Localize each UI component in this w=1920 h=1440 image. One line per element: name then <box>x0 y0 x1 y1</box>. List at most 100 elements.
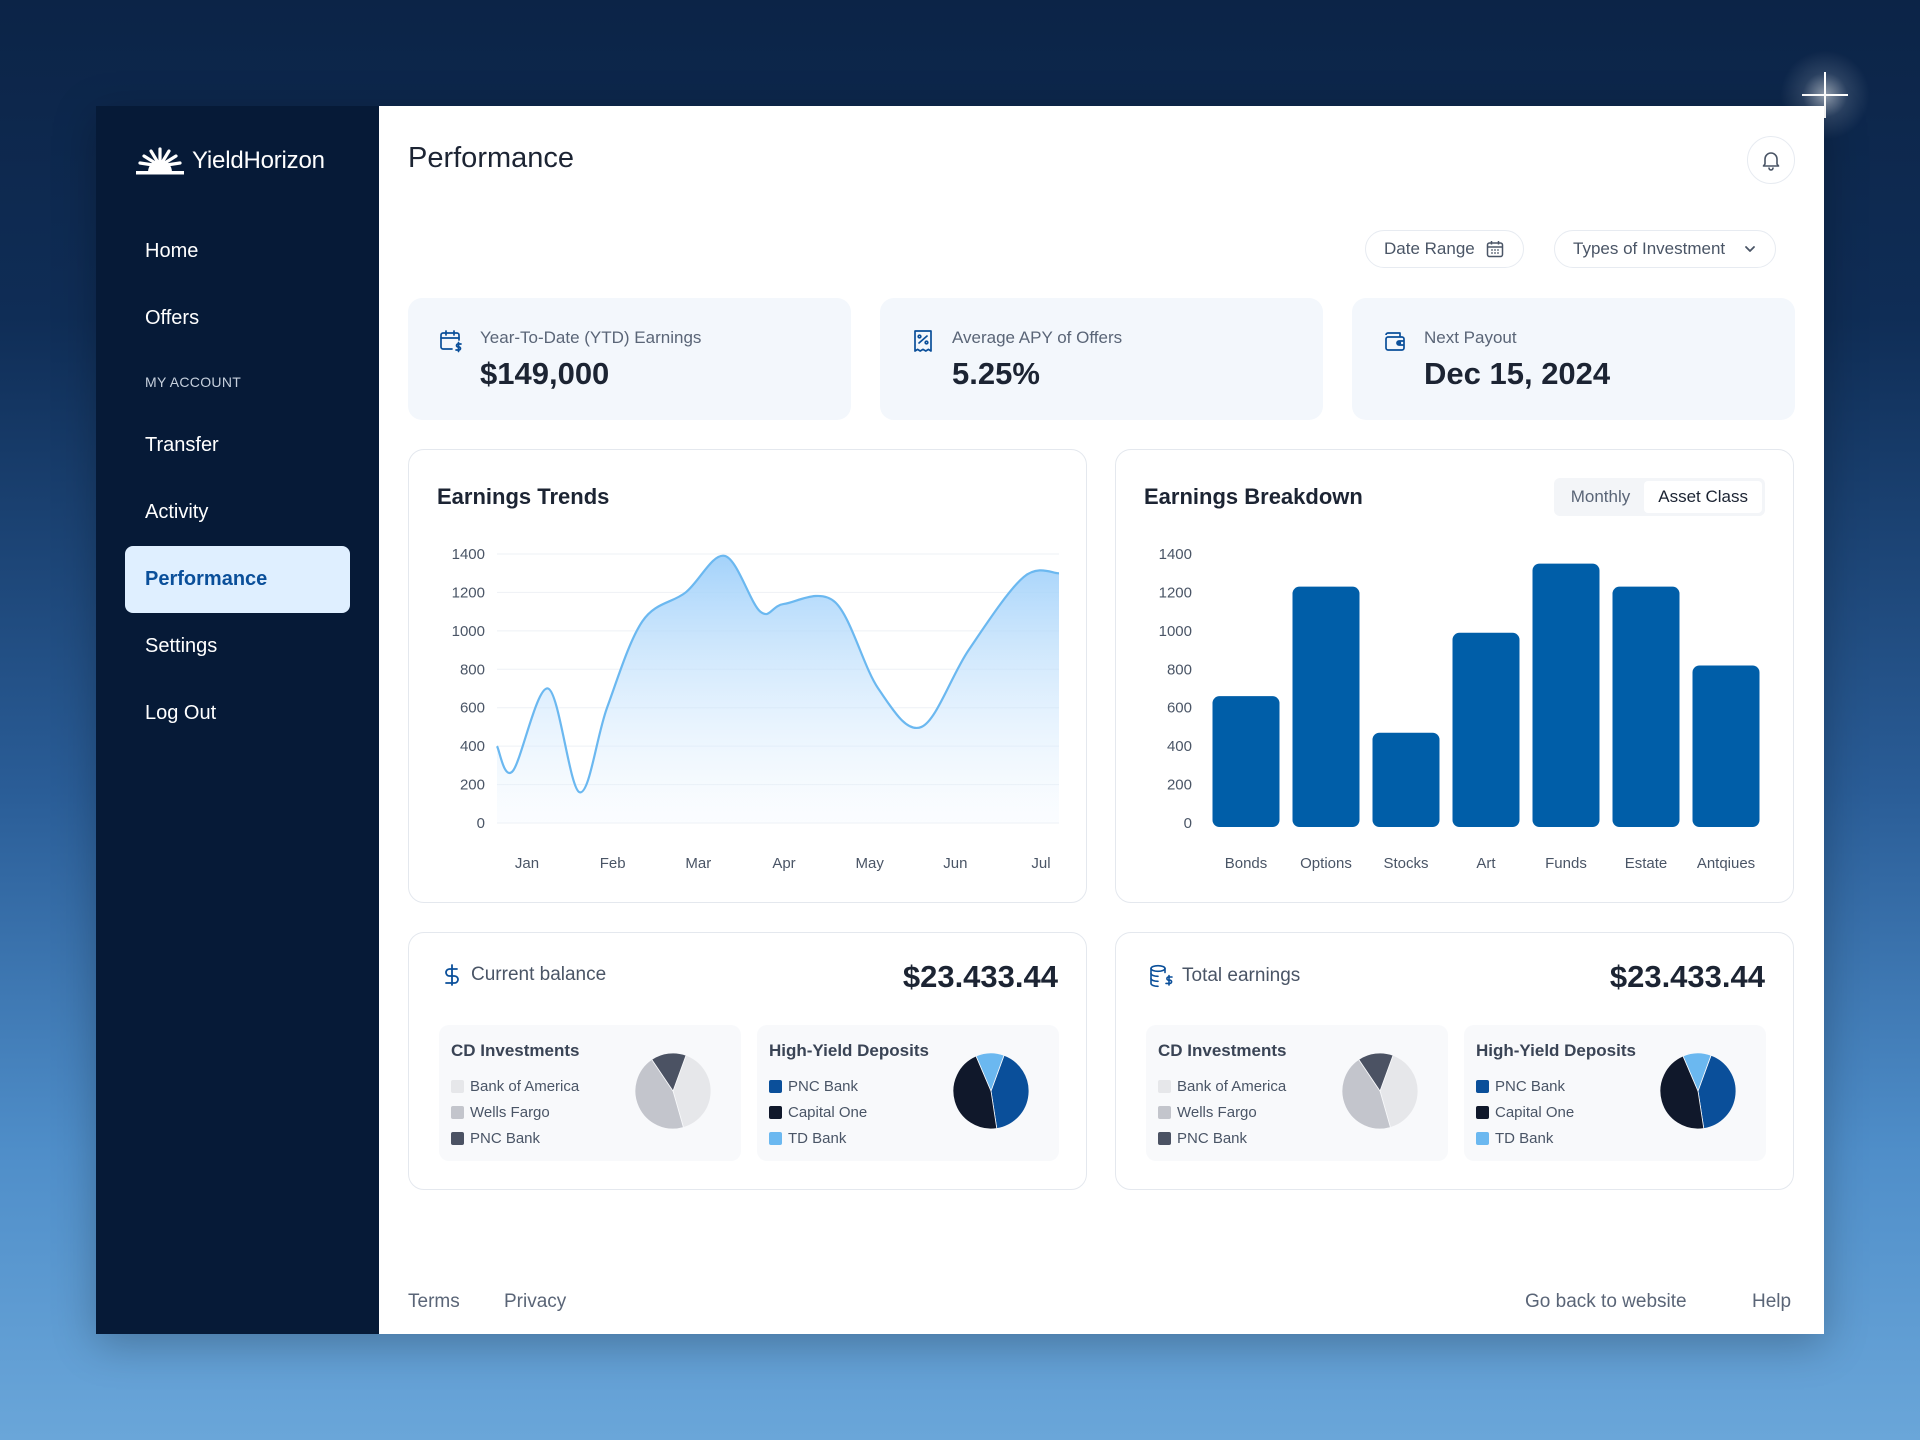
legend-swatch <box>451 1105 464 1119</box>
legend-item: Capital One <box>1476 1099 1574 1125</box>
x-tick-label: Jun <box>943 855 967 872</box>
nav-activity[interactable]: Activity <box>145 501 209 523</box>
legend-swatch <box>1476 1105 1489 1119</box>
y-tick-label: 400 <box>460 738 485 755</box>
toggle-monthly[interactable]: Monthly <box>1570 487 1631 506</box>
legend-item: Wells Fargo <box>1158 1099 1286 1125</box>
date-range-filter[interactable]: Date Range <box>1365 230 1524 268</box>
receipt-percent-icon <box>914 330 932 352</box>
legend-swatch <box>1158 1079 1171 1093</box>
earnings-breakdown-chart: 0 200 400 600 800 1000 1200 1400 Bonds Options Sto… <box>1159 546 1760 872</box>
legend-item: Bank of America <box>1158 1073 1286 1099</box>
app-window: YieldHorizon Home Offers MY ACCOUNT Tran… <box>96 106 1824 1334</box>
legend-label: PNC Bank <box>1495 1077 1566 1095</box>
legend-item: PNC Bank <box>451 1125 579 1151</box>
legend-swatch <box>769 1105 782 1119</box>
pie-slice-wells-fargo <box>634 1058 684 1130</box>
earnings-trends-panel: Earnings Trends 0 200 400 600 800 1000 1200 140… <box>408 449 1087 903</box>
balance-label: Current balance <box>471 964 607 985</box>
y-tick-label: 800 <box>460 661 485 678</box>
footer-terms-link[interactable]: Terms <box>408 1291 460 1312</box>
earnings-breakdown-panel: Earnings Breakdown Monthly Asset Class 0… <box>1115 449 1794 903</box>
balance-amount: $23.433.44 <box>902 959 1058 994</box>
y-tick-label: 800 <box>1167 661 1192 678</box>
hy-pie-chart <box>1659 1052 1737 1130</box>
main-content: Performance Date Range Types of Investme… <box>379 106 1824 1334</box>
mini-title: CD Investments <box>1158 1041 1287 1060</box>
pie-slice-pnc-bank <box>1697 1054 1737 1130</box>
y-tick-label: 0 <box>477 815 485 832</box>
total-earnings-panel: Total earnings $23.433.44 CD Investments… <box>1115 932 1794 1190</box>
bar-stocks <box>1372 732 1440 827</box>
pie-slice-td-bank <box>975 1052 1005 1093</box>
y-tick-label: 1200 <box>452 584 485 601</box>
investment-type-label: Types of Investment <box>1573 239 1726 258</box>
bar-estate <box>1612 586 1680 827</box>
earnings-trends-chart: 0 200 400 600 800 1000 1200 1400 Jan Feb Mar Apr May… <box>452 546 1060 872</box>
nav-log-out[interactable]: Log Out <box>145 702 217 724</box>
mini-title: CD Investments <box>451 1041 580 1060</box>
earnings-header: Total earnings <box>1148 963 1300 989</box>
high-yield-deposits-card: High-Yield Deposits PNC Bank Capital One… <box>1464 1025 1766 1161</box>
pie-slice-wells-fargo <box>1341 1058 1391 1130</box>
x-tick-label: Bonds <box>1225 855 1268 872</box>
footer-help-link[interactable]: Help <box>1752 1291 1792 1312</box>
y-tick-label: 0 <box>1184 815 1192 832</box>
stat-label: Average APY of Offers <box>952 328 1123 347</box>
cd-pie-chart <box>1341 1052 1419 1130</box>
x-tick-label: Funds <box>1545 855 1587 872</box>
x-tick-label: Mar <box>685 855 711 872</box>
legend-swatch <box>451 1131 464 1145</box>
nav-home[interactable]: Home <box>145 240 199 262</box>
legend-swatch <box>1476 1131 1489 1145</box>
investment-type-dropdown[interactable]: Types of Investment <box>1554 230 1777 268</box>
area-fill <box>497 555 1059 823</box>
cd-pie-chart <box>634 1052 712 1130</box>
date-range-label: Date Range <box>1384 239 1475 258</box>
legend-swatch <box>451 1079 464 1093</box>
stat-label: Next Payout <box>1424 328 1517 347</box>
wallet-icon <box>1385 332 1405 351</box>
pie-slice-bank-of-america <box>672 1054 712 1129</box>
nav-offers[interactable]: Offers <box>145 307 200 329</box>
legend-label: PNC Bank <box>470 1129 541 1147</box>
panel-title: Earnings Trends <box>437 484 610 509</box>
brand-name: YieldHorizon <box>192 147 325 174</box>
x-tick-label: Feb <box>600 855 626 872</box>
x-tick-label: Jan <box>515 855 539 872</box>
calendar-dollar-icon <box>440 330 462 353</box>
stat-value: $149,000 <box>480 356 610 391</box>
coins-dollar-icon <box>1150 964 1173 988</box>
notifications-button[interactable] <box>1747 136 1795 184</box>
stat-card-next-payout: Next Payout Dec 15, 2024 <box>1352 298 1795 420</box>
toggle-asset-class[interactable]: Asset Class <box>1644 481 1762 513</box>
x-tick-label: May <box>855 855 884 872</box>
x-tick-label: Options <box>1300 855 1352 872</box>
chevron-down-icon <box>1745 246 1756 252</box>
legend: Bank of America Wells Fargo PNC Bank <box>451 1073 579 1151</box>
mini-title: High-Yield Deposits <box>769 1041 929 1060</box>
brand-logo[interactable]: YieldHorizon <box>134 144 350 178</box>
stat-card-apy: Average APY of Offers 5.25% <box>880 298 1323 420</box>
nav-settings[interactable]: Settings <box>145 635 218 657</box>
legend-item: Bank of America <box>451 1073 579 1099</box>
pie-slice-capital-one <box>1659 1055 1705 1130</box>
nav-transfer[interactable]: Transfer <box>145 434 219 456</box>
y-tick-label: 1200 <box>1159 584 1192 601</box>
nav-performance[interactable]: Performance <box>125 546 350 613</box>
legend-swatch <box>1158 1105 1171 1119</box>
nav-section-my-account: MY ACCOUNT <box>145 374 242 390</box>
page-title: Performance <box>408 142 575 174</box>
x-tick-label: Estate <box>1625 855 1668 872</box>
y-tick-label: 600 <box>1167 700 1192 717</box>
legend-label: TD Bank <box>1495 1129 1554 1147</box>
x-tick-label: Apr <box>772 855 795 872</box>
bar-art <box>1452 632 1520 827</box>
legend: PNC Bank Capital One TD Bank <box>1476 1073 1574 1151</box>
footer-back-link[interactable]: Go back to website <box>1525 1291 1687 1312</box>
footer-privacy-link[interactable]: Privacy <box>504 1291 567 1312</box>
legend-swatch <box>1476 1079 1489 1093</box>
y-tick-label: 1000 <box>1159 623 1192 640</box>
legend-item: PNC Bank <box>1158 1125 1286 1151</box>
legend-swatch <box>769 1079 782 1093</box>
